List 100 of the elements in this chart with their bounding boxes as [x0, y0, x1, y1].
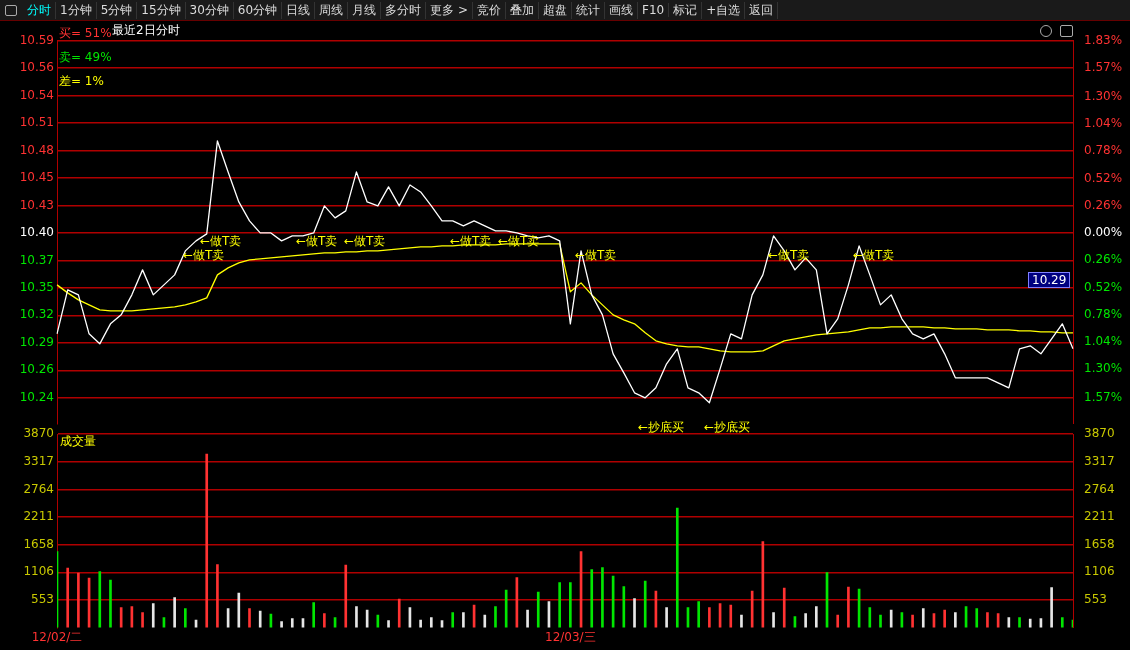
bar: [66, 567, 70, 628]
y2-tick-label: 1.04%: [1084, 116, 1123, 131]
y-tick-label: 10.32: [19, 307, 54, 322]
bar: [643, 580, 647, 628]
bar: [173, 597, 176, 628]
bar: [804, 613, 807, 628]
y2-tick-label: 0.52%: [1084, 170, 1123, 185]
y-tick-label: 1658: [23, 536, 54, 551]
bar: [536, 591, 540, 628]
y2-tick-label: 0.52%: [1084, 279, 1123, 294]
y-tick-label: 1106: [23, 564, 54, 579]
y2-tick-label: 1.57%: [1084, 60, 1123, 75]
bar: [205, 453, 209, 628]
y2-tick-label: 3870: [1084, 426, 1115, 441]
y2-tick-label: 553: [1084, 592, 1107, 607]
text: 分时: [23, 1, 56, 19]
bar: [237, 592, 241, 628]
text: 周线: [315, 1, 349, 19]
y2-tick-label: 1106: [1084, 564, 1115, 579]
bar: [622, 586, 626, 628]
y-tick-label: 10.35: [19, 280, 54, 294]
y-tick-label: 3870: [23, 426, 54, 441]
text: 月线: [348, 1, 382, 19]
y-tick-label: 553: [31, 592, 54, 607]
bar: [77, 572, 80, 628]
y2-tick-label: 3317: [1084, 453, 1115, 468]
bar: [483, 614, 487, 628]
bar: [387, 620, 390, 628]
y-tick-label: 10.59: [19, 32, 54, 47]
y2-tick-label: 0.26%: [1084, 252, 1123, 267]
annotation: 差= 1%: [59, 74, 104, 88]
bar: [526, 609, 529, 628]
bar: [151, 603, 155, 628]
y-tick-label: 10.40: [19, 225, 54, 240]
text: 标记: [669, 1, 703, 19]
bar: [504, 589, 508, 628]
text: 5分钟: [96, 1, 138, 19]
y2-tick-label: 0.78%: [1084, 143, 1123, 158]
bar: [355, 606, 358, 628]
y2-tick-label: 1.57%: [1084, 389, 1123, 404]
bar: [729, 604, 733, 628]
text: 60分钟: [233, 1, 283, 19]
annotation: 10.29: [1028, 272, 1071, 288]
text: 日线: [282, 1, 316, 19]
y2-tick-label: 2211: [1084, 509, 1115, 524]
bar: [868, 607, 872, 628]
text: 更多 >: [426, 1, 473, 19]
y-tick-label: 10.26: [19, 362, 54, 377]
bar: [462, 612, 465, 628]
bar: [216, 564, 219, 628]
text: 超盘: [539, 1, 572, 19]
chart-title: 最近2日分时: [112, 21, 180, 39]
bar: [782, 587, 786, 628]
bar: [248, 608, 251, 628]
bar: [258, 610, 262, 628]
y2-tick-label: 0.00%: [1084, 225, 1123, 240]
annotation: ←做T卖: [344, 234, 386, 248]
y-tick-label: 10.48: [19, 142, 54, 157]
bar: [312, 602, 315, 628]
bar: [921, 608, 925, 628]
text: 30分钟: [185, 1, 234, 19]
text: +自选: [702, 1, 746, 19]
bar: [879, 614, 882, 628]
y2-tick-label: 0.26%: [1084, 197, 1123, 212]
bar: [975, 608, 979, 628]
y-tick-label: 10.56: [19, 60, 54, 75]
y2-tick-label: 1658: [1084, 536, 1115, 551]
bar: [675, 507, 679, 628]
y2-tick-label: 1.83%: [1084, 33, 1123, 48]
x-tick-label: 12/03/三: [545, 629, 596, 644]
bar: [665, 607, 668, 628]
bar: [397, 598, 401, 628]
y-tick-label: 10.37: [19, 252, 54, 267]
y2-tick-label: 1.30%: [1084, 361, 1123, 376]
text: 返回: [745, 1, 779, 19]
y2-tick-label: 0.78%: [1084, 306, 1123, 321]
text: 叠加: [506, 1, 539, 19]
bar: [847, 586, 850, 628]
y-tick-label: 10.43: [19, 197, 54, 212]
bar: [740, 614, 743, 628]
x-tick-label: 12/02/二: [31, 629, 83, 644]
bar: [98, 571, 102, 628]
y2-tick-label: 1.04%: [1084, 334, 1123, 349]
bar: [697, 601, 701, 628]
annotation: ←抄底买: [704, 420, 751, 434]
text: F10: [638, 3, 670, 17]
bar: [1050, 587, 1053, 628]
bar: [889, 609, 893, 628]
annotation: ←做T卖: [296, 234, 338, 248]
text: 画线: [605, 1, 638, 19]
y-tick-label: 10.29: [19, 334, 54, 349]
bar: [569, 582, 572, 628]
bar: [323, 613, 326, 628]
y-tick-label: 10.54: [19, 87, 54, 102]
bar: [344, 564, 348, 628]
bar: [633, 598, 636, 628]
y-tick-label: 2211: [23, 509, 54, 524]
y2-tick-label: 2764: [1084, 481, 1115, 496]
text: 15分钟: [137, 1, 186, 19]
y-tick-label: 10.45: [19, 170, 54, 185]
